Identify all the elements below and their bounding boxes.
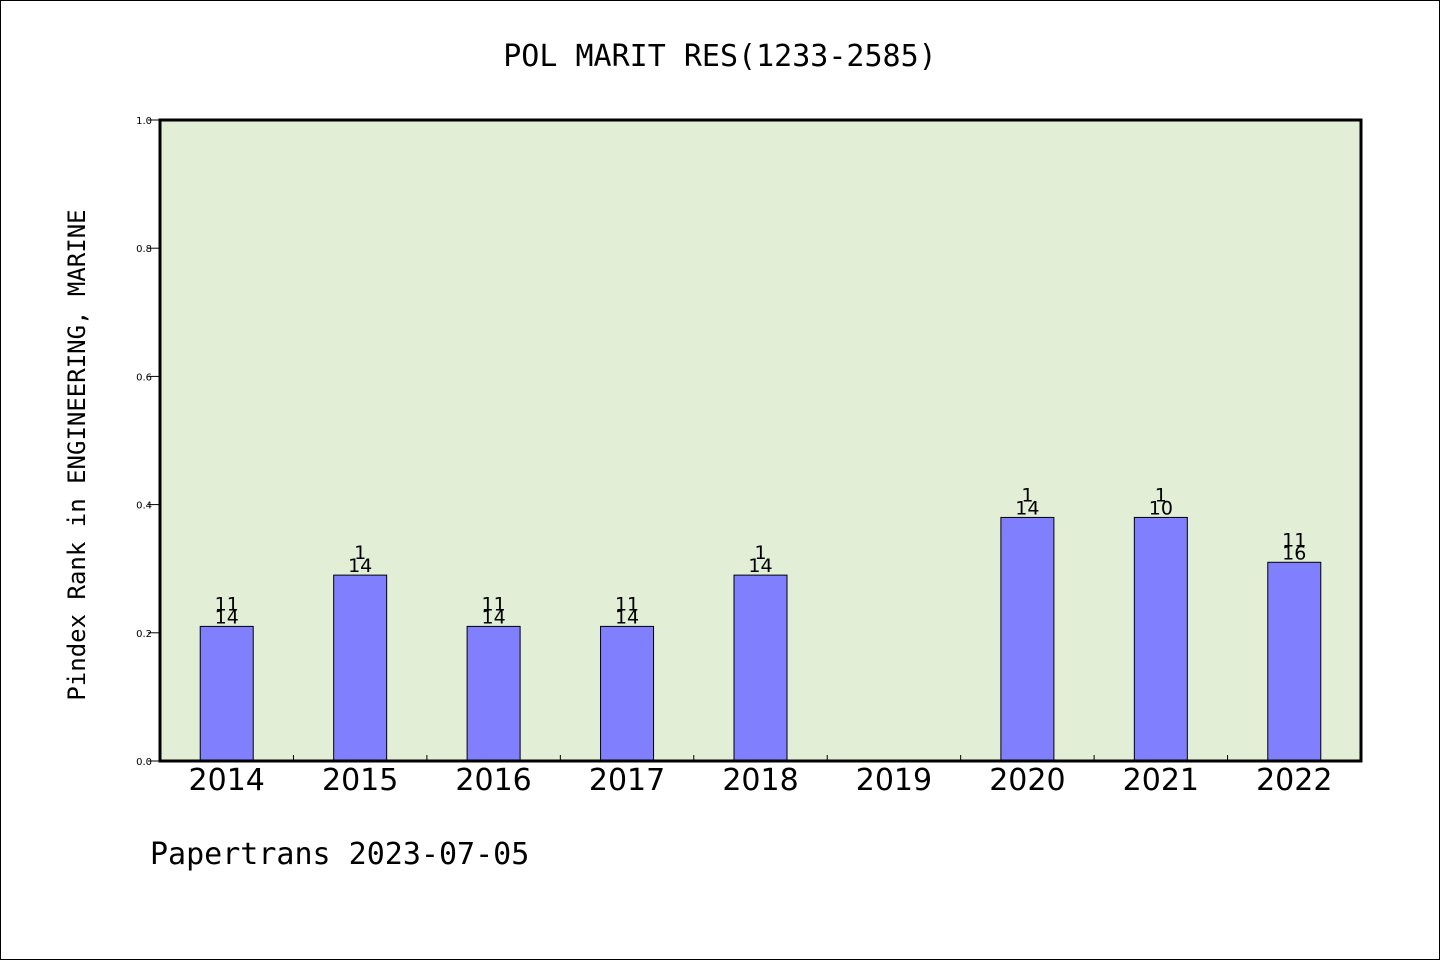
bar [600, 625, 655, 762]
plot-border [158, 118, 1363, 763]
bar [466, 625, 521, 762]
x-tick-label: 2020 [989, 763, 1065, 798]
bar [199, 625, 254, 762]
y-axis: 0.0 0.2 0.4 0.6 0.8 1.0 [136, 116, 160, 768]
footer-credit: Papertrans 2023-07-05 [150, 837, 529, 872]
y-tick-label: 0.4 [136, 501, 152, 512]
bar [733, 574, 788, 762]
x-axis: 2014 2015 2016 2017 2018 2019 2020 2021 2022 [189, 755, 1332, 798]
data-label-rank: 1 [1021, 484, 1033, 506]
x-tick-label: 2015 [322, 763, 398, 798]
x-tick-label: 2021 [1123, 763, 1199, 798]
data-label-total: 14 [1015, 497, 1039, 519]
y-tick-label: 0.8 [136, 244, 152, 255]
data-label-rank: 11 [615, 593, 639, 615]
data-label-total: 16 [1282, 542, 1306, 564]
bar [333, 574, 388, 762]
data-label-rank: 1 [754, 542, 766, 564]
data-label-rank: 11 [215, 593, 239, 615]
y-tick-label: 0.2 [136, 629, 152, 640]
bars-group [199, 516, 1322, 762]
data-label-rank: 1 [354, 542, 366, 564]
y-tick-label: 0.6 [136, 372, 152, 383]
data-label-total: 10 [1149, 497, 1173, 519]
bar [1133, 516, 1188, 762]
data-label-rank: 11 [1282, 529, 1306, 551]
data-label-total: 14 [348, 555, 372, 577]
chart-title: POL MARIT RES(1233-2585) [503, 39, 936, 74]
y-tick-label: 1.0 [136, 116, 152, 127]
data-label-total: 14 [748, 555, 772, 577]
x-tick-label: 2017 [589, 763, 665, 798]
data-label-total: 14 [482, 606, 506, 628]
x-tick-label: 2014 [189, 763, 265, 798]
data-label-rank: 1 [1155, 484, 1167, 506]
data-label-total: 14 [215, 606, 239, 628]
x-tick-label: 2016 [455, 763, 531, 798]
x-tick-label: 2019 [856, 763, 932, 798]
bar [1267, 561, 1322, 762]
x-tick-label: 2022 [1256, 763, 1332, 798]
data-label-rank: 11 [482, 593, 506, 615]
y-tick-label: 0.0 [136, 757, 152, 768]
bar [1000, 516, 1055, 762]
x-tick-label: 2018 [722, 763, 798, 798]
data-label-total: 14 [615, 606, 639, 628]
y-axis-label: Pindex Rank in ENGINEERING, MARINE [63, 209, 91, 700]
